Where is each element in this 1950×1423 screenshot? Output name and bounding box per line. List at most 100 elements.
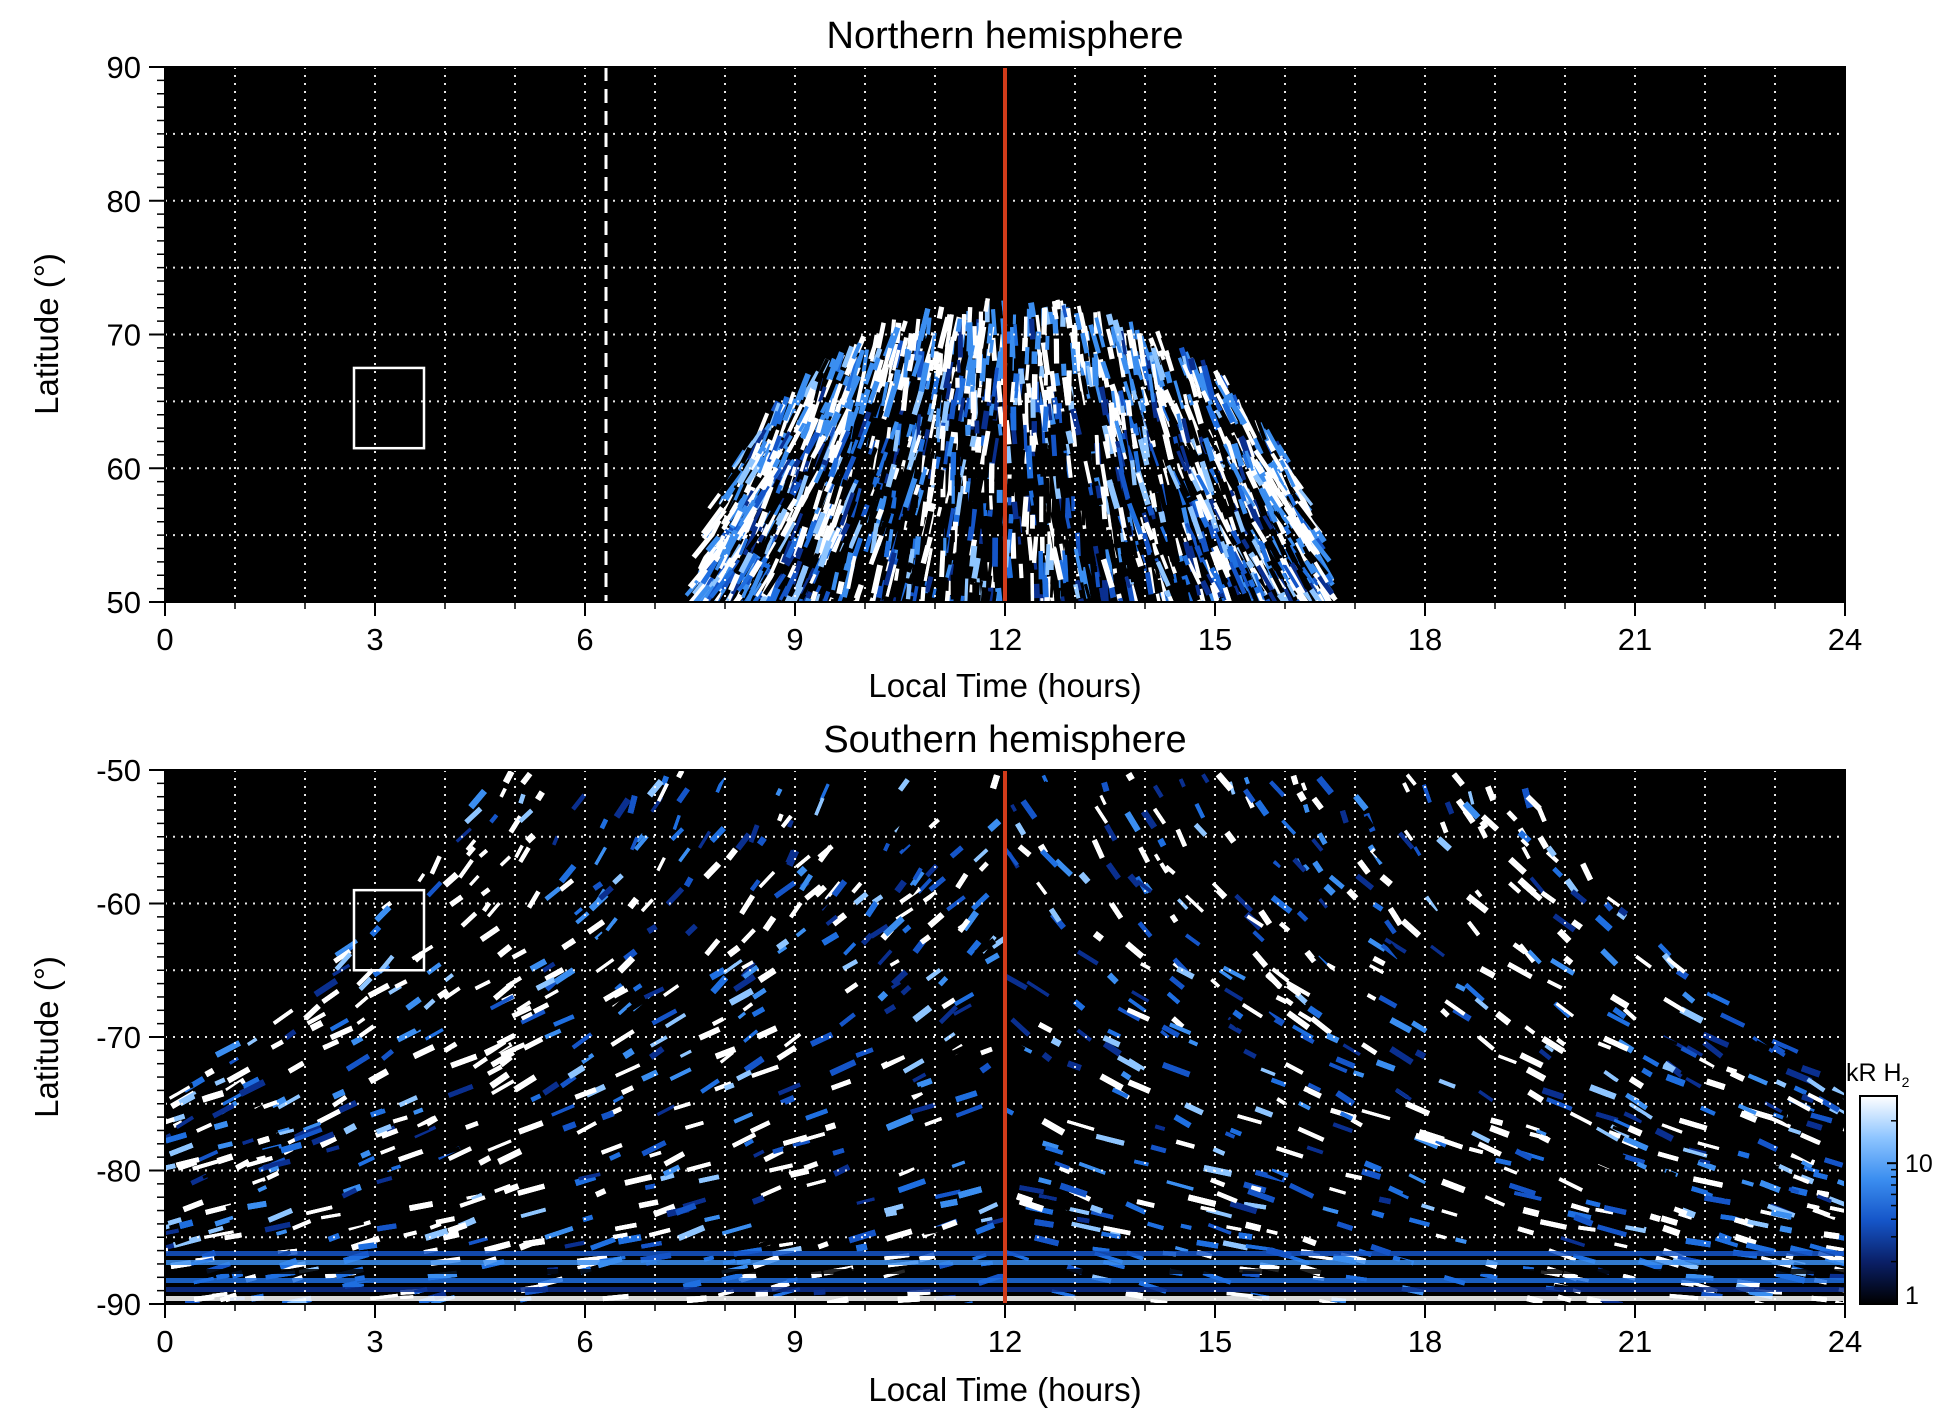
emission-streak — [1082, 325, 1092, 351]
emission-streak — [896, 466, 904, 494]
emission-streak — [886, 512, 895, 524]
emission-streak — [929, 458, 937, 486]
emission-streak — [1018, 563, 1024, 579]
emission-streak — [894, 568, 900, 581]
emission-streak — [775, 508, 788, 526]
emission-streak — [1146, 505, 1155, 516]
emission-streak — [1164, 371, 1173, 384]
emission-streak — [769, 587, 781, 602]
emission-streak — [1317, 574, 1335, 596]
emission-streak — [880, 381, 889, 407]
emission-streak — [957, 425, 965, 454]
emission-streak — [814, 536, 823, 554]
emission-streak — [1157, 488, 1167, 513]
emission-streak — [1120, 432, 1135, 464]
emission-streak — [734, 552, 758, 585]
emission-streak — [782, 570, 798, 598]
emission-streak — [748, 559, 763, 578]
emission-streak — [950, 452, 957, 481]
emission-streak — [996, 380, 1003, 403]
emission-streak — [758, 556, 768, 568]
emission-streak — [1050, 434, 1058, 457]
emission-streak — [1118, 390, 1126, 407]
emission-streak — [818, 386, 827, 403]
emission-streak — [956, 377, 966, 405]
emission-streak — [868, 332, 882, 360]
emission-streak — [710, 519, 722, 537]
y-tick-label: 80 — [107, 184, 141, 219]
northern-panel: Northern hemisphere 0 3 6 9 12 15 18 21 24506070… — [28, 15, 1862, 704]
emission-streak — [1229, 587, 1239, 601]
emission-streak — [941, 497, 953, 529]
emission-streak — [1313, 561, 1329, 584]
emission-streak — [692, 584, 711, 602]
emission-streak — [911, 332, 918, 351]
emission-streak — [1191, 400, 1204, 425]
emission-streak — [848, 519, 864, 550]
emission-streak — [1168, 441, 1181, 464]
emission-streak — [879, 366, 889, 387]
emission-streak — [851, 342, 862, 360]
emission-streak — [1209, 584, 1220, 602]
emission-streak — [1224, 465, 1237, 485]
emission-streak — [1296, 489, 1313, 518]
emission-streak — [742, 525, 759, 556]
emission-streak — [892, 369, 901, 385]
emission-streak — [1013, 299, 1020, 311]
emission-streak — [1256, 564, 1274, 592]
emission-streak — [911, 390, 924, 416]
x-tick-label: 3 — [366, 622, 383, 657]
emission-streak — [762, 449, 783, 478]
emission-streak — [943, 440, 951, 465]
emission-streak — [814, 358, 829, 383]
northern-y-label: Latitude (°) — [28, 253, 65, 415]
emission-streak — [1226, 395, 1248, 426]
emission-streak — [1066, 455, 1073, 478]
emission-streak — [1163, 504, 1178, 534]
emission-streak — [979, 430, 991, 465]
emission-streak — [1212, 545, 1231, 579]
emission-streak — [1166, 555, 1178, 575]
emission-streak — [1194, 545, 1204, 557]
emission-streak — [1268, 495, 1292, 525]
emission-streak — [1033, 583, 1040, 599]
emission-streak — [1100, 360, 1111, 380]
emission-streak — [1061, 304, 1068, 318]
emission-streak — [1154, 579, 1163, 593]
emission-streak — [892, 429, 901, 452]
emission-streak — [1164, 405, 1181, 436]
emission-streak — [1217, 569, 1228, 585]
emission-streak — [736, 573, 753, 592]
emission-streak — [1042, 406, 1049, 432]
emission-streak — [1238, 407, 1258, 440]
emission-streak — [1108, 402, 1117, 438]
emission-streak — [1293, 503, 1316, 531]
emission-streak — [1025, 599, 1030, 602]
emission-streak — [797, 579, 813, 602]
emission-streak — [1078, 418, 1091, 450]
emission-streak — [780, 582, 797, 602]
emission-streak — [911, 354, 923, 377]
emission-streak — [843, 551, 854, 572]
emission-streak — [845, 425, 854, 448]
emission-streak — [1017, 368, 1026, 385]
emission-streak — [805, 520, 816, 540]
emission-streak — [1251, 458, 1265, 475]
emission-streak — [784, 595, 792, 602]
emission-streak — [1123, 527, 1136, 556]
emission-streak — [970, 412, 977, 427]
emission-streak — [1133, 582, 1145, 602]
emission-streak — [1186, 393, 1194, 406]
emission-streak — [912, 585, 919, 602]
emission-streak — [847, 586, 857, 602]
emission-streak — [1162, 433, 1174, 461]
emission-streak — [1251, 437, 1264, 456]
emission-streak — [889, 421, 899, 440]
emission-streak — [1061, 363, 1067, 376]
x-tick-label: 9 — [786, 622, 803, 657]
emission-streak — [1143, 544, 1151, 575]
emission-streak — [983, 455, 990, 478]
emission-streak — [1843, 1164, 1845, 1171]
